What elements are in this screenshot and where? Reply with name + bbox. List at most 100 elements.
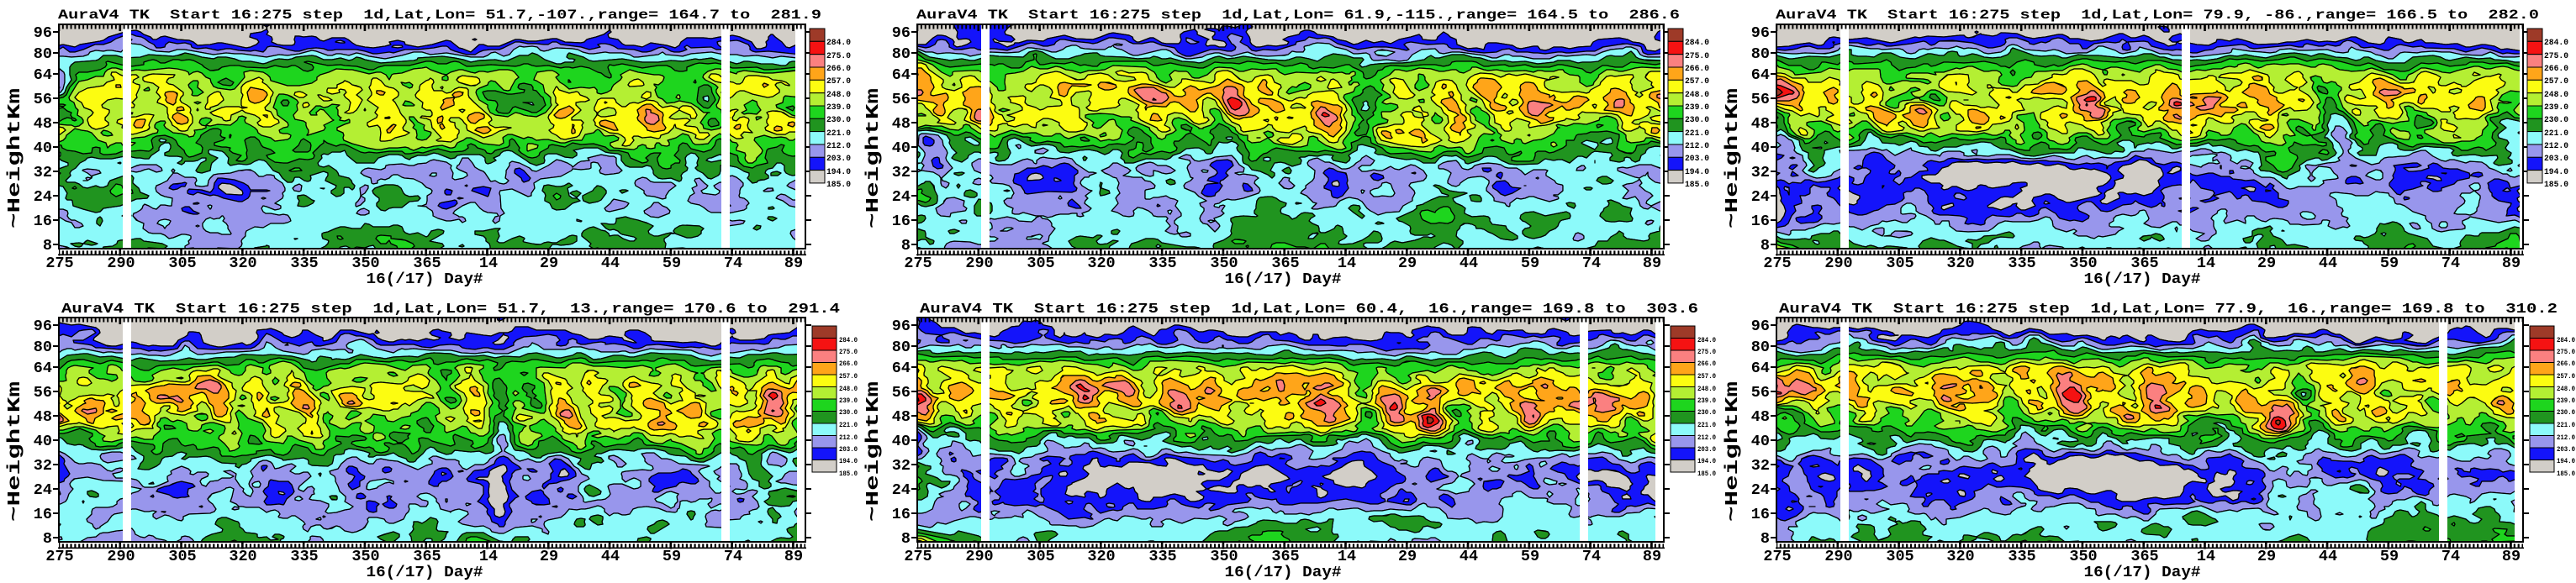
svg-text:14: 14 — [479, 548, 498, 565]
svg-text:212.0: 212.0 — [826, 142, 851, 151]
svg-text:32: 32 — [34, 457, 52, 475]
svg-text:44: 44 — [2319, 548, 2337, 565]
svg-text:32: 32 — [1751, 164, 1770, 181]
svg-text:8: 8 — [43, 237, 52, 255]
svg-text:~HeightKm: ~HeightKm — [6, 88, 25, 228]
svg-text:335: 335 — [290, 548, 318, 565]
svg-text:56: 56 — [34, 91, 52, 108]
svg-text:~HeightKm: ~HeightKm — [1723, 381, 1743, 522]
svg-text:64: 64 — [34, 66, 52, 84]
svg-text:212.0: 212.0 — [2557, 434, 2575, 442]
svg-text:290: 290 — [107, 548, 135, 565]
svg-text:257.0: 257.0 — [1697, 373, 1716, 381]
svg-text:48: 48 — [892, 115, 911, 133]
svg-text:350: 350 — [2069, 255, 2097, 272]
svg-text:32: 32 — [1751, 457, 1770, 475]
svg-text:40: 40 — [1751, 433, 1770, 450]
svg-text:194.0: 194.0 — [2544, 168, 2568, 177]
svg-text:185.0: 185.0 — [1685, 181, 1709, 190]
svg-text:59: 59 — [662, 548, 681, 565]
svg-text:80: 80 — [34, 45, 52, 63]
svg-text:275.0: 275.0 — [826, 52, 851, 61]
svg-text:284.0: 284.0 — [1685, 39, 1709, 48]
svg-text:284.0: 284.0 — [2557, 337, 2575, 344]
svg-text:48: 48 — [34, 115, 52, 133]
svg-text:14: 14 — [2197, 548, 2215, 565]
svg-text:89: 89 — [1643, 255, 1661, 272]
svg-text:212.0: 212.0 — [2544, 142, 2568, 151]
svg-text:AuraV4 TK Start 16:275 step: AuraV4 TK Start 16:275 step 1d,Lat,Lon= … — [61, 301, 840, 317]
svg-text:16: 16 — [34, 506, 52, 523]
svg-text:290: 290 — [965, 255, 993, 272]
svg-text:248.0: 248.0 — [1685, 91, 1709, 100]
svg-text:239.0: 239.0 — [2544, 103, 2568, 113]
svg-text:335: 335 — [1148, 255, 1176, 272]
svg-text:74: 74 — [724, 255, 742, 272]
svg-text:266.0: 266.0 — [1685, 65, 1709, 74]
svg-text:80: 80 — [1751, 339, 1770, 356]
svg-text:56: 56 — [34, 384, 52, 402]
svg-text:239.0: 239.0 — [839, 397, 858, 405]
svg-text:284.0: 284.0 — [826, 39, 851, 48]
svg-text:221.0: 221.0 — [1697, 422, 1716, 429]
svg-text:44: 44 — [601, 255, 620, 272]
svg-text:335: 335 — [2008, 548, 2035, 565]
svg-text:32: 32 — [34, 164, 52, 181]
svg-text:305: 305 — [1886, 255, 1914, 272]
svg-text:320: 320 — [1087, 255, 1115, 272]
svg-text:266.0: 266.0 — [839, 360, 858, 368]
svg-text:365: 365 — [1271, 548, 1299, 565]
svg-text:305: 305 — [168, 255, 196, 272]
svg-text:203.0: 203.0 — [1685, 155, 1709, 164]
svg-text:44: 44 — [601, 548, 620, 565]
svg-text:248.0: 248.0 — [839, 386, 858, 393]
svg-text:59: 59 — [662, 255, 681, 272]
svg-text:48: 48 — [892, 408, 911, 426]
svg-text:80: 80 — [34, 339, 52, 356]
svg-text:40: 40 — [892, 433, 911, 450]
svg-text:230.0: 230.0 — [826, 116, 851, 125]
svg-text:194.0: 194.0 — [1697, 458, 1716, 465]
svg-text:305: 305 — [1886, 548, 1914, 565]
svg-text:16(/17) Day#: 16(/17) Day# — [2084, 564, 2201, 581]
svg-text:89: 89 — [784, 548, 803, 565]
svg-text:64: 64 — [892, 360, 911, 377]
svg-text:335: 335 — [2008, 255, 2035, 272]
svg-text:230.0: 230.0 — [1697, 409, 1716, 417]
svg-text:16(/17) Day#: 16(/17) Day# — [2084, 270, 2201, 288]
svg-text:8: 8 — [901, 237, 911, 255]
svg-text:48: 48 — [34, 408, 52, 426]
svg-text:96: 96 — [1751, 318, 1770, 335]
svg-text:248.0: 248.0 — [2544, 91, 2568, 100]
svg-text:16: 16 — [1751, 506, 1770, 523]
svg-text:248.0: 248.0 — [2557, 386, 2575, 393]
svg-text:29: 29 — [540, 255, 558, 272]
svg-text:275: 275 — [45, 255, 73, 272]
svg-text:40: 40 — [34, 139, 52, 157]
svg-text:~HeightKm: ~HeightKm — [6, 381, 25, 522]
svg-text:266.0: 266.0 — [2544, 65, 2568, 74]
svg-text:96: 96 — [892, 318, 911, 335]
svg-text:203.0: 203.0 — [2557, 446, 2575, 454]
svg-text:40: 40 — [892, 139, 911, 157]
svg-text:320: 320 — [229, 255, 256, 272]
svg-text:29: 29 — [1398, 255, 1417, 272]
svg-text:74: 74 — [724, 548, 742, 565]
svg-text:194.0: 194.0 — [826, 168, 851, 177]
svg-text:74: 74 — [1582, 255, 1601, 272]
svg-text:221.0: 221.0 — [1685, 129, 1709, 139]
svg-text:275.0: 275.0 — [1685, 52, 1709, 61]
svg-text:266.0: 266.0 — [2557, 360, 2575, 368]
svg-text:24: 24 — [34, 481, 52, 499]
svg-text:56: 56 — [1751, 91, 1770, 108]
svg-text:89: 89 — [784, 255, 803, 272]
svg-text:275.0: 275.0 — [2557, 349, 2575, 356]
svg-text:185.0: 185.0 — [826, 181, 851, 190]
svg-text:185.0: 185.0 — [1697, 470, 1716, 478]
svg-text:290: 290 — [107, 255, 135, 272]
svg-text:24: 24 — [34, 188, 52, 206]
svg-text:257.0: 257.0 — [2557, 373, 2575, 381]
svg-text:365: 365 — [2130, 255, 2158, 272]
svg-text:284.0: 284.0 — [839, 337, 858, 344]
svg-text:212.0: 212.0 — [1697, 434, 1716, 442]
